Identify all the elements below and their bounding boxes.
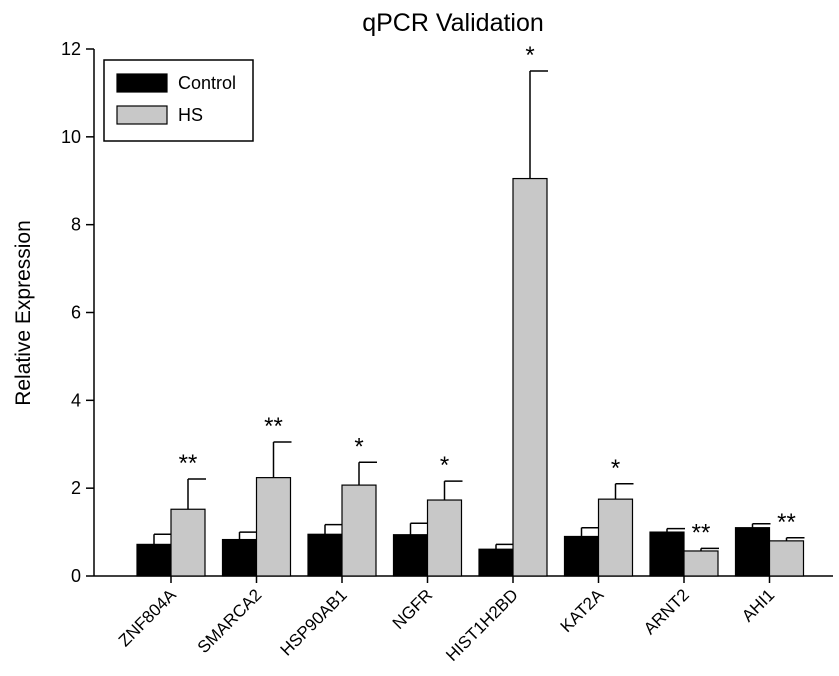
bar-hs-arnt2 <box>683 550 719 577</box>
y-tick-label: 12 <box>61 39 81 59</box>
x-tick-label: HIST1H2BD <box>442 585 522 665</box>
bar-control-ahi1 <box>734 527 771 577</box>
bar-control-znf804a <box>136 543 172 577</box>
x-tick-label: ZNF804A <box>115 585 180 650</box>
legend-swatch-control <box>116 73 168 93</box>
bar-hs-smarca2 <box>255 477 292 577</box>
significance-marker: ** <box>179 450 198 477</box>
significance-marker: * <box>525 42 534 69</box>
y-tick-label: 2 <box>71 478 81 498</box>
significance-marker: ** <box>692 519 711 546</box>
bar-hs-ngfr <box>426 499 463 577</box>
chart-title: qPCR Validation <box>362 9 544 37</box>
legend: Control HS <box>103 59 254 142</box>
bar-hs-ahi1 <box>768 540 805 577</box>
bar-hs-kat2a <box>597 498 634 577</box>
y-tick-label: 0 <box>71 566 81 586</box>
significance-marker: ** <box>777 509 796 536</box>
legend-swatch-hs <box>116 105 168 125</box>
y-tick-label: 6 <box>71 303 81 323</box>
x-tick-label: HSP90AB1 <box>277 585 351 659</box>
bar-hs-hsp90ab1 <box>341 484 377 577</box>
significance-marker: ** <box>264 413 283 440</box>
significance-marker: * <box>611 455 620 482</box>
legend-label-control: Control <box>178 73 236 93</box>
x-tick-label: NGFR <box>389 585 436 632</box>
bar-control-smarca2 <box>221 538 258 577</box>
bar-control-hist1h2bd <box>478 548 514 577</box>
y-tick-label: 4 <box>71 390 81 410</box>
legend-box <box>103 59 254 142</box>
bar-control-ngfr <box>392 534 429 577</box>
y-tick-label: 8 <box>71 215 81 235</box>
significance-marker: * <box>354 433 363 460</box>
y-tick-label: 10 <box>61 127 81 147</box>
legend-label-hs: HS <box>178 105 203 125</box>
x-tick-label: SMARCA2 <box>194 585 266 657</box>
bar-control-arnt2 <box>649 531 685 577</box>
bar-control-hsp90ab1 <box>307 533 343 577</box>
bar-hs-hist1h2bd <box>512 177 548 577</box>
bar-hs-znf804a <box>170 508 206 577</box>
significance-marker: * <box>440 452 449 479</box>
x-tick-label: KAT2A <box>557 585 608 636</box>
x-tick-label: ARNT2 <box>640 585 693 638</box>
bar-control-kat2a <box>563 535 600 577</box>
x-tick-label: AHI1 <box>738 585 778 625</box>
y-axis-label: Relative Expression <box>12 220 35 406</box>
